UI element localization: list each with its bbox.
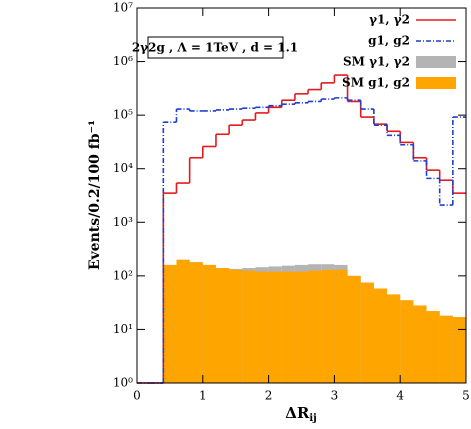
hist-bar (308, 270, 322, 383)
hist-bar (334, 269, 348, 383)
hist-bar (255, 271, 269, 383)
legend-label: γ1, γ2 (369, 13, 410, 27)
x-tick-label: 3 (331, 389, 339, 403)
hist-bar (229, 269, 243, 383)
hist-bar (268, 271, 282, 383)
hist-bar (360, 282, 374, 383)
y-tick-label: 10³ (113, 215, 133, 229)
legend-swatch (416, 56, 456, 68)
x-axis-label-sub: ij (309, 413, 316, 424)
hist-bar (426, 311, 440, 383)
legend-label: SM g1, g2 (342, 76, 410, 90)
y-tick-label: 10⁶ (113, 54, 133, 68)
hist-bar (413, 305, 427, 383)
plot-area (137, 74, 466, 384)
y-axis-label: Events/0.2/100 fb⁻¹ (87, 120, 103, 270)
x-tick-label: 1 (199, 389, 207, 403)
legend-swatch (416, 77, 456, 89)
annotation: 2γ2g , Λ = 1TeV , d = 1.1 (132, 41, 298, 55)
hist-bar (215, 268, 230, 383)
y-tick-label: 10¹ (113, 322, 133, 336)
hist-bar (294, 271, 309, 383)
x-tick-label: 2 (265, 389, 273, 403)
legend-label: SM γ1, γ2 (343, 55, 410, 69)
hist-bar (387, 294, 401, 383)
legend-label: g1, g2 (368, 34, 410, 48)
plot-frame (136, 7, 467, 384)
x-axis-label: ΔRij (285, 404, 317, 424)
hist-bar (321, 269, 335, 383)
annotation-box (147, 36, 284, 59)
hist-bar (347, 275, 361, 383)
hist-bar (202, 264, 216, 383)
x-tick-label: 0 (133, 389, 141, 403)
hist-bar (281, 271, 295, 383)
y-tick-label: 10⁷ (113, 1, 133, 15)
hist-bar (189, 262, 203, 383)
hist-bar (400, 300, 414, 383)
y-tick-label: 10² (113, 268, 133, 282)
hist-bar (373, 288, 388, 383)
y-tick-label: 10⁰ (113, 376, 133, 390)
hist-bar (439, 315, 453, 383)
hist-bar (176, 259, 190, 383)
y-tick-label: 10⁴ (113, 161, 133, 175)
hist-bar (452, 317, 466, 383)
x-tick-label: 4 (396, 389, 404, 403)
x-axis-label-main: ΔR (285, 404, 310, 422)
y-tick-label: 10⁵ (113, 108, 133, 122)
hist-bar (163, 264, 177, 383)
x-tick-label: 5 (462, 389, 470, 403)
hist-bar (242, 270, 256, 383)
